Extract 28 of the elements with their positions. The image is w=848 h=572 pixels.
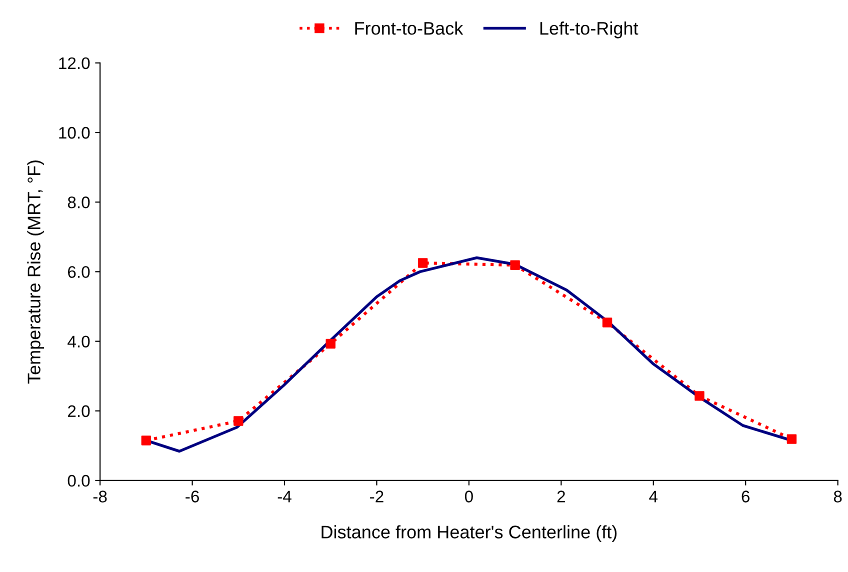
x-tick-label: -2	[370, 490, 384, 502]
point	[141, 436, 152, 446]
x-tick-label: -6	[186, 490, 199, 502]
x-tick-label: 6	[742, 490, 750, 502]
legend-label: Front-to-Back	[355, 21, 464, 35]
point	[234, 416, 244, 426]
y-axis-title: Temperature Rise (MRT, °F)	[27, 160, 44, 384]
y-tick-label: 4.0	[68, 336, 90, 348]
x-tick-label: 0	[464, 490, 473, 502]
point	[418, 258, 428, 268]
point	[326, 338, 336, 349]
x-tick-label: 8	[834, 490, 842, 502]
y-tick-label: 2.0	[68, 405, 90, 418]
x-axis-title: Distance from Heater's Centerline (ft)	[322, 525, 617, 542]
point	[510, 260, 520, 270]
y-tick-label: 0.0	[68, 474, 90, 487]
y-tick-label: 6.0	[68, 266, 90, 278]
x-tick-label: -8	[93, 490, 107, 502]
y-tick-label: 12.0	[59, 57, 90, 70]
x-tick-label: -4	[278, 490, 292, 502]
point	[694, 391, 704, 401]
point	[786, 434, 797, 444]
point	[602, 318, 612, 328]
y-tick-label: 8.0	[68, 196, 90, 208]
x-tick-label: 4	[649, 490, 658, 502]
legend-label: Left-to-Right	[540, 21, 638, 38]
x-tick-label: 2	[557, 490, 565, 502]
y-tick-label: 10.0	[59, 126, 90, 139]
